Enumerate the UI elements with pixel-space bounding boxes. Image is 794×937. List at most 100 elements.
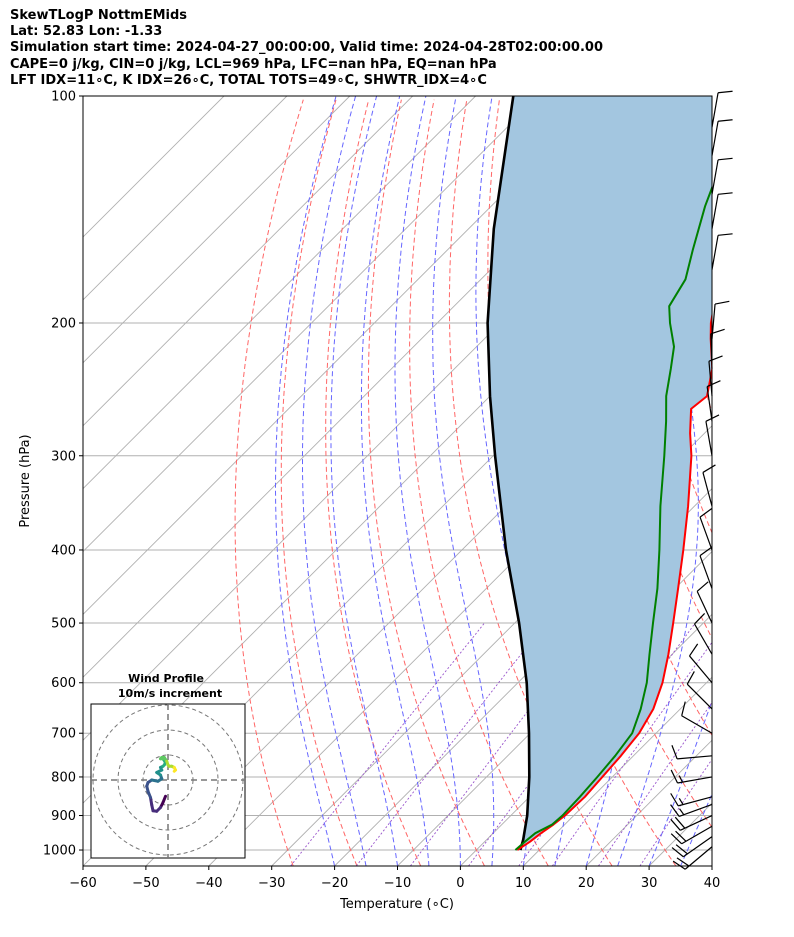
- mixing-ratio-line: [410, 622, 596, 866]
- x-tick-label: −40: [195, 876, 222, 891]
- isotherm-line: [83, 96, 351, 364]
- wind-barb: [699, 546, 713, 589]
- wind-barb: [711, 119, 733, 156]
- moist-adiabat: [275, 96, 337, 866]
- isotherm-line: [522, 676, 712, 866]
- wind-barb: [711, 233, 733, 270]
- isotherm-line: [83, 96, 225, 238]
- mixing-ratio-line: [355, 622, 546, 866]
- wind-barb: [705, 414, 720, 456]
- moist-adiabat: [394, 96, 461, 866]
- moist-adiabat: [617, 96, 699, 866]
- y-tick-label: 1000: [43, 844, 76, 859]
- wind-barb: [711, 90, 733, 128]
- mixing-ratio-line: [639, 758, 712, 866]
- wind-barb: [670, 793, 713, 807]
- moist-adiabat: [648, 699, 712, 866]
- y-axis: 1000 900 800 700 600 500 400 300 200 100: [43, 90, 83, 859]
- y-tick-label: 900: [51, 809, 76, 824]
- wind-barb: [706, 380, 721, 422]
- isotherm-line: [334, 487, 712, 866]
- wind-barb: [670, 825, 713, 845]
- chart-header: SkewTLogP NottmEMids Lat: 52.83 Lon: -1.…: [10, 8, 603, 89]
- wind-barb: [671, 745, 713, 760]
- y-tick-label: 300: [51, 449, 76, 464]
- mixing-ratio-line: [290, 622, 485, 866]
- wind-barb: [681, 701, 713, 734]
- wind-barb: [693, 613, 713, 655]
- y-axis-label: Pressure (hPa): [18, 434, 33, 527]
- moist-adiabat: [680, 792, 712, 866]
- dry-adiabat: [280, 99, 358, 866]
- wind-barb: [699, 508, 713, 551]
- parcel-profile-line: [486, 96, 531, 851]
- x-tick-label: 40: [704, 876, 721, 891]
- wind-barb: [702, 464, 716, 507]
- indices-line-2: LFT IDX=11∘C, K IDX=26∘C, TOTAL TOTS=49∘…: [10, 72, 487, 88]
- y-tick-label: 800: [51, 770, 76, 785]
- x-tick-label: 10: [515, 876, 532, 891]
- wind-barb: [670, 769, 713, 784]
- isotherm-line: [397, 550, 712, 866]
- y-tick-label: 400: [51, 543, 76, 558]
- chart-title: SkewTLogP NottmEMids: [10, 8, 188, 23]
- moist-adiabat: [302, 96, 367, 866]
- isotherm-line: [83, 96, 539, 553]
- moist-adiabat: [432, 96, 495, 866]
- indices-line-1: CAPE=0 j/kg, CIN=0 j/kg, LCL=969 hPa, LF…: [10, 56, 497, 72]
- isotherm-line: [83, 96, 414, 427]
- moist-adiabat: [360, 96, 430, 866]
- time-line: Simulation start time: 2024-04-27_00:00:…: [10, 40, 603, 56]
- x-tick-label: −60: [69, 876, 96, 891]
- wind-barb: [670, 814, 713, 831]
- dry-adiabat: [234, 99, 304, 866]
- moist-adiabat: [330, 96, 398, 866]
- cape-shade-layer: [487, 96, 712, 850]
- wind-barb: [689, 643, 713, 684]
- x-tick-label: 30: [641, 876, 658, 891]
- isotherm-line: [83, 96, 602, 616]
- dry-adiabat: [367, 99, 485, 866]
- hodograph-title: Wind Profile: [128, 672, 204, 685]
- isotherm-line: [711, 865, 712, 866]
- hodograph-subtitle: 10m/s increment: [118, 687, 222, 700]
- hodograph-inset: Wind Profile 10m/s increment: [90, 672, 246, 859]
- moist-adiabat: [711, 864, 712, 866]
- wind-barb: [711, 157, 733, 195]
- x-tick-label: −10: [384, 876, 411, 891]
- x-tick-label: 0: [456, 876, 464, 891]
- temperature-line: [516, 311, 712, 851]
- mixing-ratio-line: [518, 622, 696, 866]
- x-axis-label: Temperature (∘C): [339, 897, 454, 912]
- isotherm-line: [83, 96, 288, 301]
- location-line: Lat: 52.83 Lon: -1.33: [10, 24, 163, 40]
- x-tick-label: −50: [132, 876, 159, 891]
- hodograph-segment: [172, 768, 177, 773]
- dewpoint-line: [514, 185, 712, 851]
- y-tick-label: 200: [51, 316, 76, 331]
- wind-barbs: [670, 90, 733, 870]
- x-axis: −60 −50 −40 −30 −20 −10 0 10 20 30 40: [69, 866, 720, 891]
- isotherm-line: [83, 96, 476, 490]
- x-tick-label: 20: [578, 876, 595, 891]
- wind-barb: [711, 192, 733, 229]
- wind-barb: [670, 803, 713, 817]
- y-tick-label: 100: [51, 90, 76, 105]
- x-tick-label: −30: [258, 876, 285, 891]
- y-tick-label: 600: [51, 676, 76, 691]
- dry-adiabat: [728, 100, 794, 866]
- y-tick-label: 700: [51, 727, 76, 742]
- wind-barb: [671, 836, 713, 858]
- wind-barb: [711, 300, 730, 340]
- cin-shade: [487, 96, 712, 850]
- dry-adiabat: [761, 100, 794, 866]
- wind-barb: [686, 671, 713, 710]
- wind-barb: [672, 846, 713, 870]
- profile-lines: [486, 96, 712, 851]
- mixing-ratio-line: [551, 641, 712, 866]
- wind-barb: [696, 581, 713, 624]
- x-tick-label: −20: [321, 876, 348, 891]
- mixing-ratio-line: [598, 701, 712, 866]
- y-tick-label: 500: [51, 617, 76, 632]
